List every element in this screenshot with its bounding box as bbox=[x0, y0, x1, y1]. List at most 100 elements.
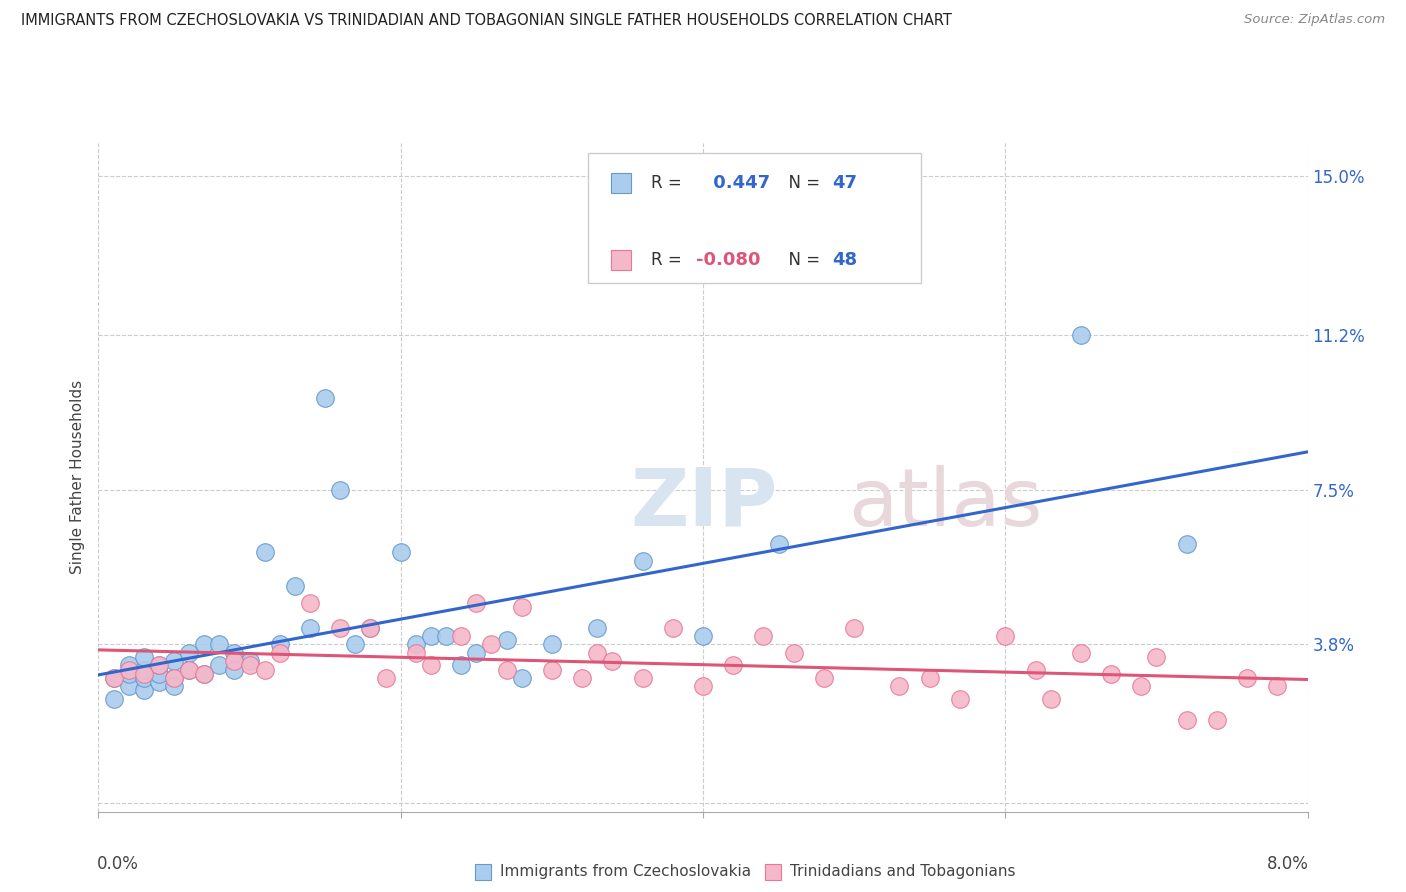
Point bbox=[239, 654, 262, 668]
Point bbox=[1236, 671, 1258, 685]
Point bbox=[692, 629, 714, 643]
Point bbox=[465, 596, 488, 610]
Point bbox=[1039, 691, 1062, 706]
Point bbox=[918, 671, 941, 685]
Point bbox=[1025, 663, 1047, 677]
Point bbox=[631, 671, 654, 685]
Point bbox=[1146, 650, 1168, 665]
Point bbox=[420, 658, 443, 673]
Text: 0.447: 0.447 bbox=[707, 174, 769, 192]
Point bbox=[450, 629, 472, 643]
Point bbox=[193, 666, 215, 681]
Point bbox=[631, 554, 654, 568]
Point bbox=[1070, 328, 1092, 343]
Point bbox=[450, 658, 472, 673]
Point bbox=[163, 654, 186, 668]
Point bbox=[481, 637, 503, 651]
Point bbox=[329, 621, 352, 635]
Point bbox=[224, 663, 246, 677]
Text: ZIP: ZIP bbox=[630, 465, 778, 543]
Point bbox=[253, 663, 276, 677]
Point bbox=[465, 646, 488, 660]
Point bbox=[752, 629, 775, 643]
Point bbox=[586, 646, 609, 660]
Point bbox=[269, 646, 291, 660]
Point bbox=[949, 691, 972, 706]
Point bbox=[299, 596, 322, 610]
Point bbox=[1175, 537, 1198, 551]
Point bbox=[1070, 646, 1092, 660]
Point bbox=[103, 691, 125, 706]
Point bbox=[602, 654, 624, 668]
Text: 47: 47 bbox=[832, 174, 858, 192]
Text: 0.0%: 0.0% bbox=[97, 855, 139, 873]
Point bbox=[344, 637, 367, 651]
Point bbox=[768, 537, 790, 551]
Point bbox=[889, 679, 911, 693]
Point bbox=[208, 658, 231, 673]
Point bbox=[314, 391, 336, 405]
Point bbox=[179, 663, 201, 677]
Point bbox=[239, 658, 262, 673]
Point bbox=[360, 621, 382, 635]
Point bbox=[1175, 713, 1198, 727]
Point bbox=[783, 646, 806, 660]
Point bbox=[329, 483, 352, 497]
Point bbox=[253, 545, 276, 559]
Point bbox=[118, 666, 141, 681]
Point bbox=[389, 545, 412, 559]
Point bbox=[118, 663, 141, 677]
Point bbox=[132, 663, 155, 677]
Point bbox=[495, 663, 517, 677]
Text: Source: ZipAtlas.com: Source: ZipAtlas.com bbox=[1244, 13, 1385, 27]
Point bbox=[148, 675, 170, 690]
Text: N =: N = bbox=[778, 174, 825, 192]
Text: R =: R = bbox=[651, 251, 688, 268]
Point bbox=[1206, 713, 1229, 727]
Point bbox=[148, 658, 170, 673]
Point bbox=[284, 579, 307, 593]
Point bbox=[662, 621, 685, 635]
Point bbox=[405, 646, 427, 660]
Point bbox=[148, 666, 170, 681]
Text: N =: N = bbox=[778, 251, 825, 268]
Text: atlas: atlas bbox=[848, 465, 1042, 543]
Point bbox=[374, 671, 396, 685]
Point bbox=[434, 629, 457, 643]
Point bbox=[103, 671, 125, 685]
Point bbox=[179, 663, 201, 677]
Point bbox=[723, 658, 745, 673]
Point bbox=[208, 637, 231, 651]
Point bbox=[118, 658, 141, 673]
Point bbox=[571, 671, 593, 685]
Point bbox=[103, 671, 125, 685]
Point bbox=[132, 671, 155, 685]
Point bbox=[193, 637, 215, 651]
Point bbox=[163, 671, 186, 685]
Point bbox=[405, 637, 427, 651]
Text: Trinidadians and Tobagonians: Trinidadians and Tobagonians bbox=[790, 864, 1015, 880]
Point bbox=[224, 646, 246, 660]
Point bbox=[495, 633, 517, 648]
Point bbox=[692, 679, 714, 693]
Point bbox=[193, 666, 215, 681]
Point bbox=[179, 646, 201, 660]
Point bbox=[420, 629, 443, 643]
Point bbox=[1099, 666, 1122, 681]
Point bbox=[132, 683, 155, 698]
Point bbox=[994, 629, 1017, 643]
Text: 8.0%: 8.0% bbox=[1267, 855, 1309, 873]
Point bbox=[163, 679, 186, 693]
Text: -0.080: -0.080 bbox=[696, 251, 761, 268]
Point bbox=[163, 671, 186, 685]
Text: IMMIGRANTS FROM CZECHOSLOVAKIA VS TRINIDADIAN AND TOBAGONIAN SINGLE FATHER HOUSE: IMMIGRANTS FROM CZECHOSLOVAKIA VS TRINID… bbox=[21, 13, 952, 29]
Point bbox=[224, 654, 246, 668]
Point bbox=[132, 666, 155, 681]
Point bbox=[813, 671, 835, 685]
Point bbox=[541, 637, 564, 651]
Y-axis label: Single Father Households: Single Father Households bbox=[70, 380, 86, 574]
Point bbox=[510, 599, 533, 614]
FancyBboxPatch shape bbox=[588, 153, 921, 284]
Point bbox=[360, 621, 382, 635]
Text: R =: R = bbox=[651, 174, 688, 192]
